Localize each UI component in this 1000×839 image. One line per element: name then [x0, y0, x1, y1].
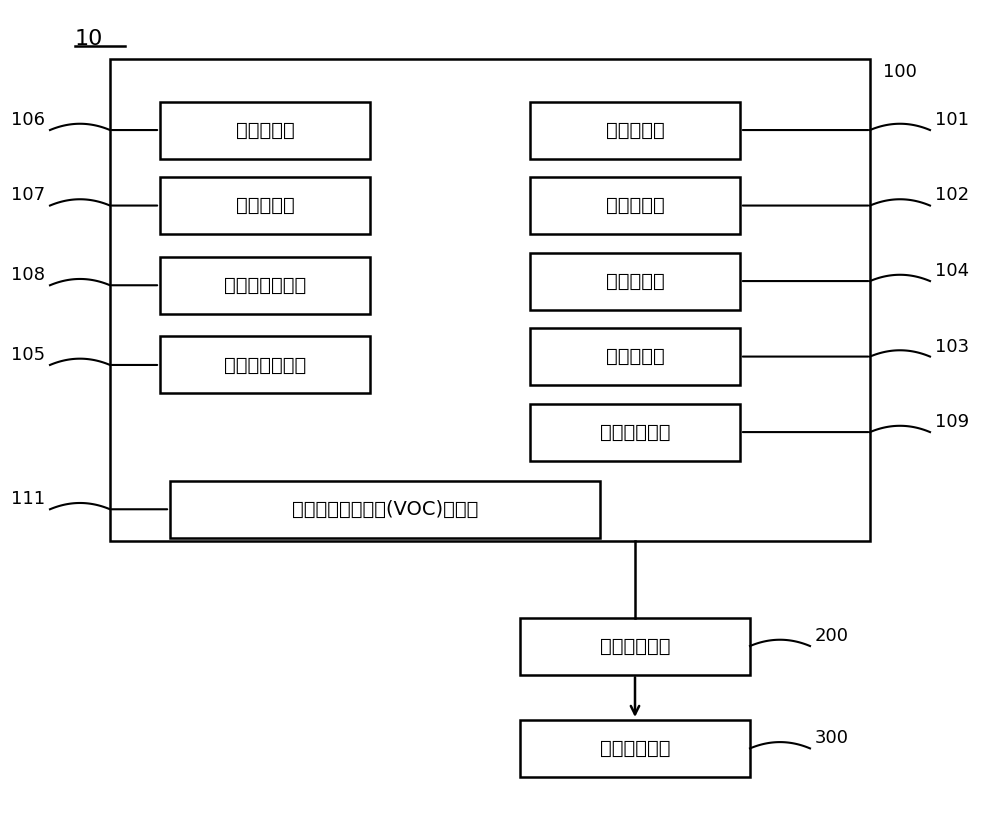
- Text: 10: 10: [75, 29, 103, 50]
- Bar: [530, 102, 740, 159]
- Text: 106: 106: [11, 111, 45, 129]
- Text: 氯化氢检测器: 氯化氢检测器: [600, 423, 670, 441]
- Text: 200: 200: [815, 627, 849, 645]
- Text: 甲醛传感器: 甲醛传感器: [236, 196, 294, 215]
- Bar: [160, 177, 370, 234]
- Text: 103: 103: [935, 337, 969, 356]
- Text: 108: 108: [11, 266, 45, 284]
- Text: 湿度传感器: 湿度传感器: [606, 347, 664, 366]
- Bar: [160, 102, 370, 159]
- Text: 100: 100: [883, 63, 917, 81]
- Text: 105: 105: [11, 346, 45, 364]
- Bar: [530, 328, 740, 385]
- Text: 101: 101: [935, 111, 969, 129]
- Bar: [530, 253, 740, 310]
- Text: 挥发性有机化合物(VOC)传感器: 挥发性有机化合物(VOC)传感器: [292, 500, 478, 519]
- Text: 温度传感器: 温度传感器: [606, 196, 664, 215]
- Bar: [520, 720, 750, 777]
- Text: 107: 107: [11, 186, 45, 205]
- Text: 粉尘检测器: 粉尘检测器: [236, 121, 294, 139]
- Bar: [110, 59, 870, 541]
- Text: 111: 111: [11, 490, 45, 508]
- Text: 可燃气体检测器: 可燃气体检测器: [224, 356, 306, 374]
- Text: 超温传感器: 超温传感器: [606, 272, 664, 290]
- Bar: [170, 481, 600, 538]
- Text: 104: 104: [935, 262, 969, 280]
- Bar: [160, 336, 370, 393]
- Bar: [520, 618, 750, 675]
- Text: 预警报警模块: 预警报警模块: [600, 739, 670, 758]
- Bar: [530, 404, 740, 461]
- Bar: [530, 177, 740, 234]
- Text: 一氧化碳检测器: 一氧化碳检测器: [224, 276, 306, 294]
- Text: 烟雾检测器: 烟雾检测器: [606, 121, 664, 139]
- Bar: [160, 257, 370, 314]
- Text: 300: 300: [815, 729, 849, 748]
- Text: 109: 109: [935, 413, 969, 431]
- Text: 102: 102: [935, 186, 969, 205]
- Text: 数据库服务器: 数据库服务器: [600, 637, 670, 655]
